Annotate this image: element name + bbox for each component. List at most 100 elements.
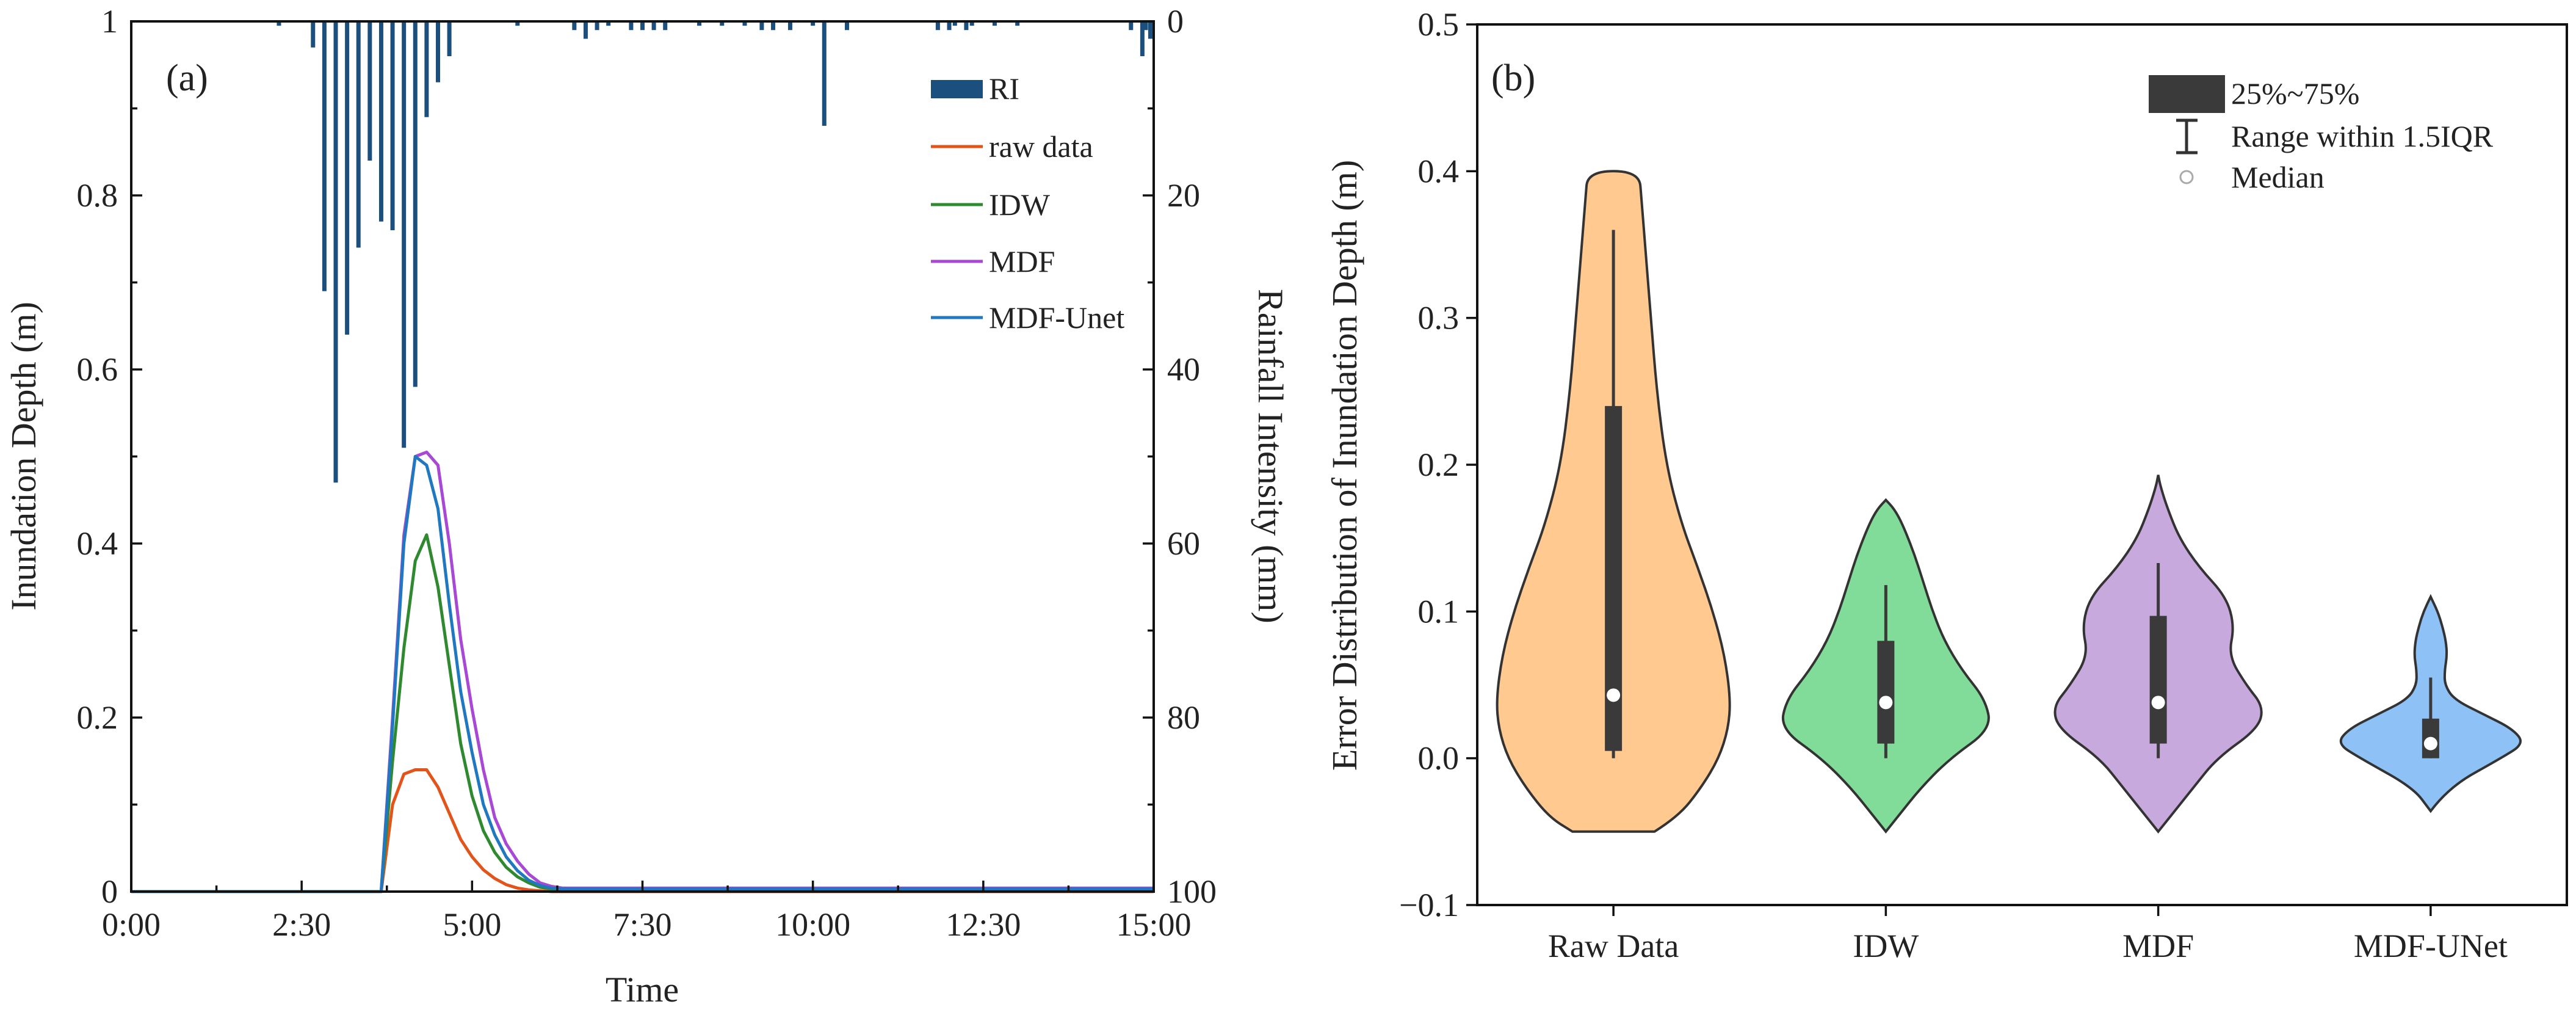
legend-label-mdf-unet: MDF-Unet [989,300,1124,335]
rainfall-bar [759,21,764,31]
legend: 25%~75% Range within 1.5IQR Median [2149,75,2494,194]
legend: RI raw data IDW MDF MDF-Unet [931,71,1124,335]
y-axis-ticks: 0 0.2 0.4 0.6 0.8 1 [77,3,142,910]
x-tick-label: 2:30 [272,906,331,943]
rainfall-bar [311,21,316,48]
rainfall-bar [515,21,520,26]
y-tick-label: 0.5 [1418,6,1460,43]
rainfall-bar [845,21,849,31]
panel-a-plot-area [131,21,1154,892]
rainfall-bar [1140,21,1145,56]
iqr-box [2149,616,2167,744]
rainfall-bar [947,21,952,31]
rainfall-bar [424,21,429,117]
x-category-label: IDW [1853,928,1919,964]
y-tick-label: 0.2 [77,699,118,736]
rainfall-bar [367,21,372,161]
rainfall-bar [277,21,281,26]
x-category-label: MDF [2122,928,2194,964]
panel-a: 0:00 2:30 5:00 7:30 10:00 12:30 15:00 0 0.2 0.4 0… [4,3,1290,1009]
rainfall-bar [964,21,969,31]
x-category-label: MDF-UNet [2354,928,2508,964]
y2-tick-label: 20 [1167,177,1200,214]
panel-a-label: (a) [166,57,208,99]
x-tick-label: 7:30 [613,906,671,943]
rainfall-bar [787,21,792,31]
y-tick-label: 0.8 [77,177,118,214]
y-axis-title: Error Distribution of Inundation Depth (… [1325,160,1364,771]
rainfall-bar [333,21,338,483]
rainfall-bar [413,21,418,387]
rainfall-bar [1129,21,1134,31]
y-tick-label: 0.4 [77,525,118,562]
rainfall-bar [969,21,974,26]
x-tick-label: 5:00 [443,906,501,943]
legend-median-symbol [2179,170,2194,184]
rainfall-bar [595,21,599,31]
x-axis-ticks: 0:00 2:30 5:00 7:30 10:00 12:30 15:00 [102,881,1192,943]
median-marker [1607,688,1621,702]
rainfall-bar [1015,21,1020,26]
median-marker [1879,696,1893,710]
rainfall-bar [742,21,747,26]
violin-mdf-unet [2339,594,2522,813]
panel-b: −0.1 0.0 0.1 0.2 0.3 0.4 0.5 Raw Data IDW MDF MDF… [1325,6,2568,964]
legend-swatch-ri [931,80,983,98]
rainfall-bar [1143,21,1148,31]
y-tick-label: 0.2 [1418,446,1460,483]
x-tick-label: 12:30 [946,906,1021,943]
x-category-label: Raw Data [1548,928,1679,964]
rainfall-bar [402,21,407,448]
legend-label-idw: IDW [989,187,1051,222]
median-marker [2423,736,2437,751]
y2-tick-label: 60 [1167,525,1200,562]
series-line-mdf-unet [131,455,1154,893]
rainfall-bar [345,21,350,335]
y-tick-label: 0.4 [1418,153,1460,189]
rainfall-bar [583,21,588,39]
legend-label-raw-data: raw data [989,129,1093,164]
rainfall-bar [720,21,725,26]
iqr-box [1877,641,1895,744]
rainfall-bar [935,21,940,31]
y2-axis-title: Rainfall Intensity (mm) [1251,289,1290,624]
y2-tick-label: 0 [1167,3,1184,40]
rainfall-bar [651,21,656,31]
rainfall-bar [356,21,361,248]
x-tick-label: 10:00 [775,906,850,943]
y-axis-title: Inundation Depth (m) [4,302,43,611]
x-axis-categories: Raw Data IDW MDF MDF-UNet [1548,905,2508,964]
legend-label-iqr: 25%~75% [2231,76,2359,111]
rainfall-bar [992,21,997,26]
rainfall-bar [447,21,452,56]
violin-mdf [2053,474,2263,834]
x-tick-label: 0:00 [102,906,161,943]
y2-axis-ticks: 0 20 40 60 80 100 [1143,3,1217,910]
rainfall-bar [640,21,645,31]
violins [1496,170,2522,834]
y-tick-label: 0.3 [1418,300,1460,336]
rainfall-bars [277,21,1152,483]
y-tick-label: −0.1 [1399,887,1459,923]
rainfall-bar [697,21,702,26]
panel-b-label: (b) [1491,57,1535,99]
legend-label-median: Median [2231,160,2325,194]
rainfall-bar [1148,21,1152,39]
rainfall-bar [606,21,611,26]
rainfall-bar [771,21,776,31]
legend-label-ri: RI [989,71,1019,106]
legend-label-mdf: MDF [989,244,1055,278]
y-tick-label: 0 [101,873,118,910]
y-tick-label: 0.1 [1418,593,1460,630]
y-tick-label: 1 [101,3,118,40]
y2-tick-label: 100 [1167,873,1217,910]
rainfall-bar [629,21,634,31]
rainfall-bar [378,21,383,222]
rainfall-bar [390,21,395,230]
rainfall-bar [572,21,577,31]
rainfall-bar [822,21,827,126]
y-tick-label: 0.0 [1418,740,1460,777]
x-tick-label: 15:00 [1116,906,1191,943]
legend-box-symbol [2149,75,2225,113]
